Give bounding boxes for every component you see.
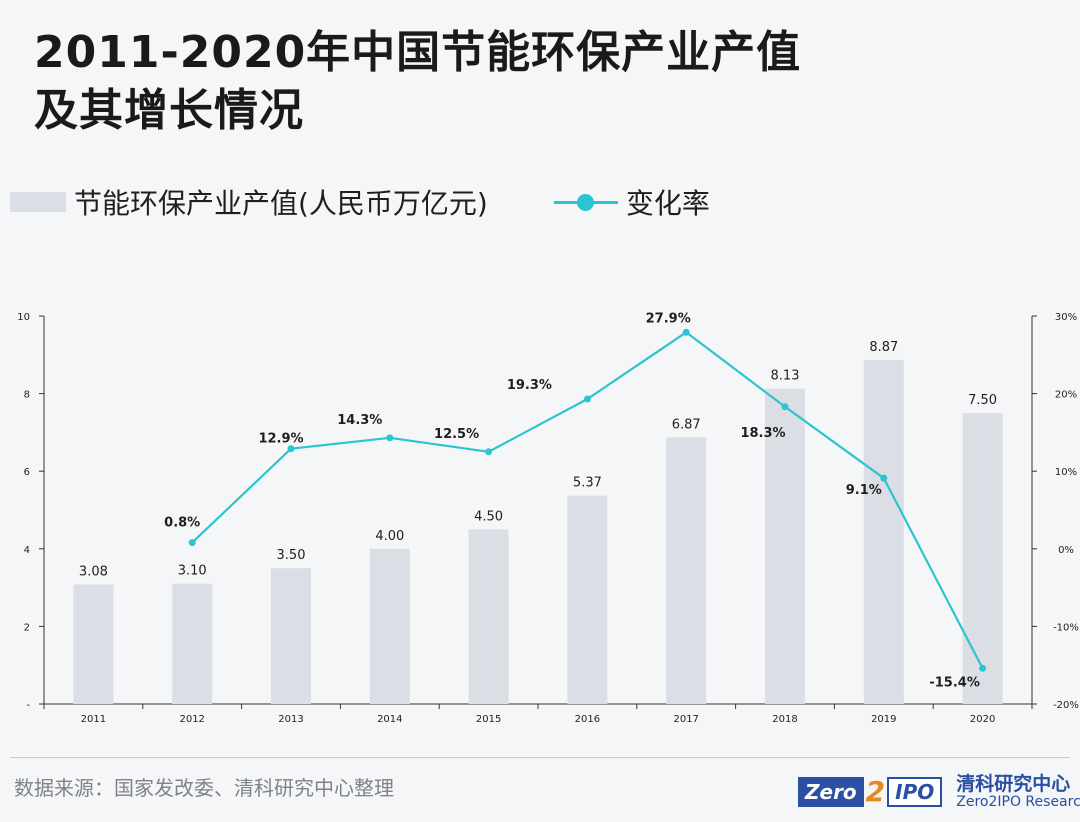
y-right-tick-label: -10% [1053, 622, 1079, 633]
bar-value-label: 3.10 [178, 564, 207, 579]
rate-point [188, 539, 196, 547]
legend-line-swatch [553, 192, 618, 212]
bar-value-label: 8.13 [771, 369, 800, 384]
rate-point [485, 448, 493, 456]
x-tick-label: 2012 [179, 714, 204, 725]
y-left-tick-label: 8 [24, 390, 30, 401]
legend-bar-swatch [10, 192, 66, 212]
rate-point [781, 403, 789, 411]
y-left-tick-label: 10 [17, 312, 30, 323]
rate-value-label: 18.3% [740, 426, 785, 441]
zero2ipo-logo: Zero 2 IPO 清科研究中心 Zero2IPO Research [798, 774, 1080, 810]
rate-point [979, 664, 987, 672]
y-left-tick-label: 2 [24, 622, 30, 633]
logo-cn-text: 清科研究中心 [956, 773, 1071, 795]
x-tick-label: 2016 [575, 714, 600, 725]
y-right-tick-label: 10% [1055, 467, 1077, 478]
bar [765, 388, 805, 704]
rate-value-label: 9.1% [846, 483, 882, 498]
x-tick-label: 2017 [673, 714, 698, 725]
bar-value-label: 3.08 [79, 564, 108, 579]
bar [369, 548, 410, 704]
rate-value-label: -15.4% [929, 675, 980, 690]
bar-value-label: 6.87 [672, 417, 701, 432]
bar [73, 584, 114, 704]
y-right-tick-label: 0% [1058, 545, 1074, 556]
footer-divider [10, 757, 1070, 758]
legend-bar-label: 节能环保产业产值(人民币万亿元) [74, 187, 488, 220]
bar-value-label: 5.37 [573, 476, 602, 491]
x-tick-label: 2014 [377, 714, 402, 725]
x-tick-label: 2011 [81, 714, 106, 725]
rate-point [386, 434, 394, 442]
data-source-note: 数据来源：国家发改委、清科研究中心整理 [14, 776, 394, 800]
chart-title-line-1: 2011-2020年中国节能环保产业产值 [34, 27, 802, 78]
rate-value-label: 14.3% [337, 413, 382, 428]
y-right-tick-label: 30% [1055, 312, 1077, 323]
logo-ipo-text: IPO [887, 777, 943, 808]
x-tick-label: 2013 [278, 714, 303, 725]
bar [962, 413, 1003, 704]
rate-point [880, 474, 888, 482]
y-right-tick-label: -20% [1053, 700, 1079, 711]
rate-point [287, 445, 295, 453]
bar-value-label: 8.87 [869, 340, 898, 355]
rate-value-label: 19.3% [507, 378, 552, 393]
bar-value-label: 7.50 [968, 393, 997, 408]
bar [271, 568, 311, 704]
combo-chart: - 2 4 6 8 10 -20% -10% 0% 10% 20% 30% 2011 2012 2013 20… [17, 311, 1079, 725]
chart-title-line-2: 及其增长情况 [34, 85, 304, 136]
rate-point [682, 328, 690, 336]
bar [666, 437, 707, 704]
logo-two-text: 2 [865, 775, 886, 809]
rate-value-label: 12.5% [434, 427, 479, 442]
bar [863, 359, 904, 704]
x-tick-label: 2019 [871, 714, 896, 725]
bar [567, 495, 608, 704]
bar [172, 583, 213, 704]
logo-en-text: Zero2IPO Research [956, 793, 1080, 810]
y-left-tick-label: - [26, 700, 30, 711]
x-tick-label: 2015 [476, 714, 501, 725]
y-left-tick-label: 4 [24, 545, 30, 556]
bar-value-label: 3.50 [277, 548, 306, 563]
rate-point [583, 395, 591, 403]
rate-value-label: 12.9% [258, 432, 303, 447]
y-right-tick-label: 20% [1055, 390, 1077, 401]
x-tick-label: 2020 [970, 714, 995, 725]
x-tick-label: 2018 [772, 714, 797, 725]
bar-value-label: 4.50 [474, 509, 503, 524]
rate-value-label: 0.8% [164, 516, 200, 531]
legend-line-label: 变化率 [625, 187, 710, 220]
bar [468, 529, 509, 704]
zero2ipo-logo-mark: Zero 2 IPO [798, 775, 943, 809]
rate-value-label: 27.9% [646, 311, 691, 326]
logo-zero-text: Zero [798, 777, 864, 808]
y-left-tick-label: 6 [24, 467, 30, 478]
chart-title: 2011-2020年中国节能环保产业产值 及其增长情况 [34, 24, 801, 140]
chart-legend: 节能环保产业产值(人民币万亿元) 变化率 [10, 180, 710, 224]
bar-value-label: 4.00 [375, 529, 404, 544]
